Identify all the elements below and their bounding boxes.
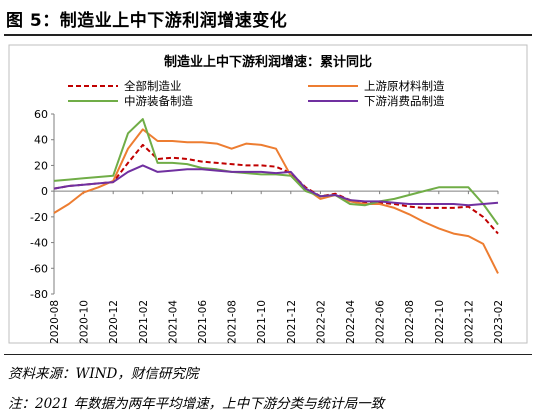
legend-label-2: 上游原材料制造 [364,79,445,93]
x-tick-label: 2022-10 [434,300,446,344]
x-tick-label: 2023-02 [493,300,505,344]
x-tick-label: 2022-06 [375,300,387,344]
x-tick-label: 2021-06 [197,300,209,344]
x-tick-label: 2021-12 [286,300,298,344]
series-line-4 [53,164,499,207]
x-tick-label: 2021-04 [167,300,179,344]
series-layer [53,118,499,274]
x-tick-label: 2020-10 [79,300,91,344]
source-note: 资料来源：WIND，财信研究院 [8,366,199,382]
x-tick-label: 2022-08 [404,300,416,344]
legend-label-3: 中游装备制造 [124,94,193,108]
y-tick-label: 0 [41,185,48,198]
y-tick-label: -60 [30,262,48,275]
y-tick-label: -20 [30,211,48,224]
chart-frame [8,44,528,344]
series-line-2 [53,128,499,274]
x-tick-label: 2021-10 [256,300,268,344]
legend-label-1: 全部制造业 [124,79,182,93]
x-tick-label: 2022-04 [345,300,357,344]
chart-title: 制造业上中下游利润增速：累计同比 [164,54,372,70]
title-rule [4,34,532,36]
y-tick-label: 20 [34,159,48,172]
y-tick-label: 40 [34,134,48,147]
series-line-1 [53,143,499,235]
legend-label-4: 下游消费品制造 [364,94,445,108]
y-tick-label: -80 [30,288,48,301]
figure-title: 图 5：制造业上中下游利润增速变化 [6,11,288,31]
x-tick-label: 2022-12 [463,300,475,344]
chart-container: 制造业上中下游利润增速：累计同比 全部制造业 上游原材料制造中游装备制造 下游消费品… [8,44,528,344]
x-tick-label: 2021-02 [138,300,150,344]
x-tick-label: 2022-02 [315,300,327,344]
footnote: 注：2021 年数据为两年平均增速，上中下游分类与统计局一致 [8,396,385,412]
x-tick-label: 2020-12 [108,300,120,344]
y-tick-label: 60 [34,108,48,121]
x-tick-label: 2021-08 [227,300,239,344]
series-line-3 [53,118,499,226]
x-tick-label: 2020-08 [49,300,61,344]
y-tick-label: -40 [30,237,48,250]
footer-rule [4,354,532,355]
